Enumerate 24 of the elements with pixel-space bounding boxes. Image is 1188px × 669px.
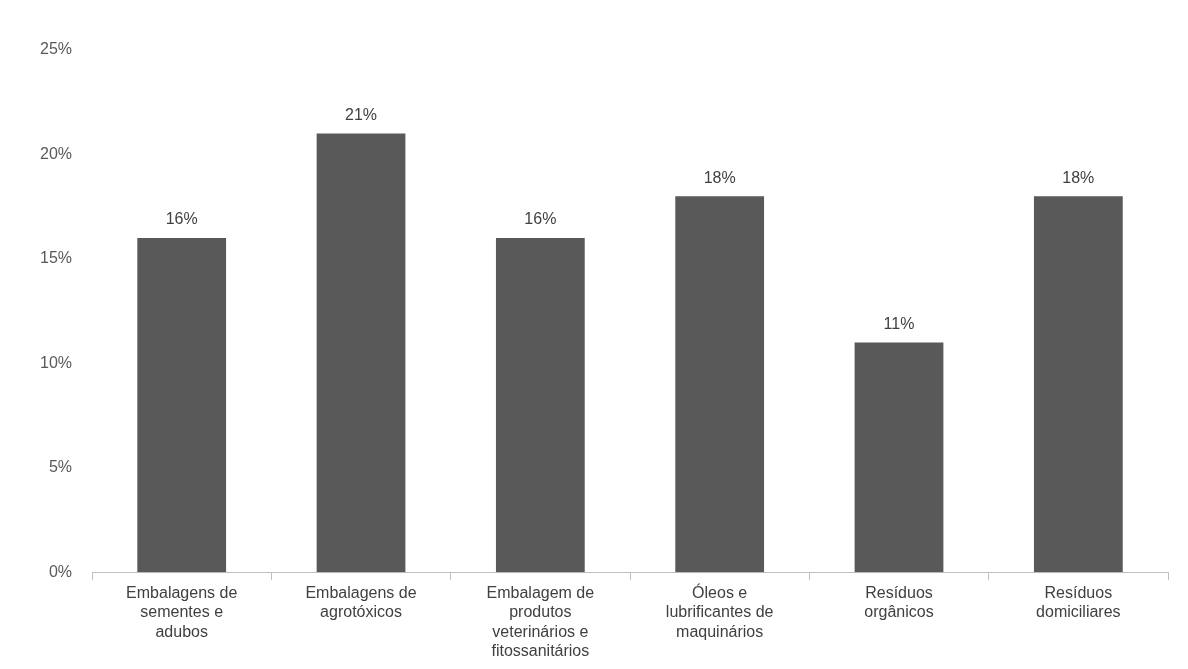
bar bbox=[675, 196, 765, 573]
bar bbox=[316, 133, 406, 573]
data-label: 16% bbox=[524, 210, 557, 228]
y-tick-label: 0% bbox=[48, 562, 73, 580]
data-label: 18% bbox=[703, 168, 736, 186]
x-tick-label: Resíduos orgânicos bbox=[864, 584, 934, 621]
y-tick-label: 5% bbox=[48, 458, 73, 476]
bar bbox=[137, 237, 227, 573]
data-label: 18% bbox=[1062, 168, 1095, 186]
y-tick-label: 20% bbox=[39, 144, 73, 162]
y-tick-label: 25% bbox=[39, 40, 73, 58]
data-label: 21% bbox=[345, 105, 378, 123]
bar bbox=[495, 237, 585, 573]
y-tick-label: 15% bbox=[39, 249, 73, 267]
y-tick-label: 10% bbox=[39, 353, 73, 371]
x-tick-label: Óleos e lubrificantes de maquinários bbox=[665, 583, 774, 640]
x-tick-label: Embalagens de sementes e adubos bbox=[126, 584, 238, 640]
data-label: 16% bbox=[165, 210, 198, 228]
bar bbox=[1033, 196, 1123, 573]
x-tick-label: Embalagem de produtos veterinários e fitossanitários bbox=[486, 584, 595, 659]
x-tick-label: Embalagens de agrotóxicos bbox=[305, 584, 417, 621]
data-label: 11% bbox=[883, 314, 915, 332]
x-tick-label: Resíduos domiciliares bbox=[1036, 584, 1121, 621]
bar bbox=[854, 342, 944, 573]
